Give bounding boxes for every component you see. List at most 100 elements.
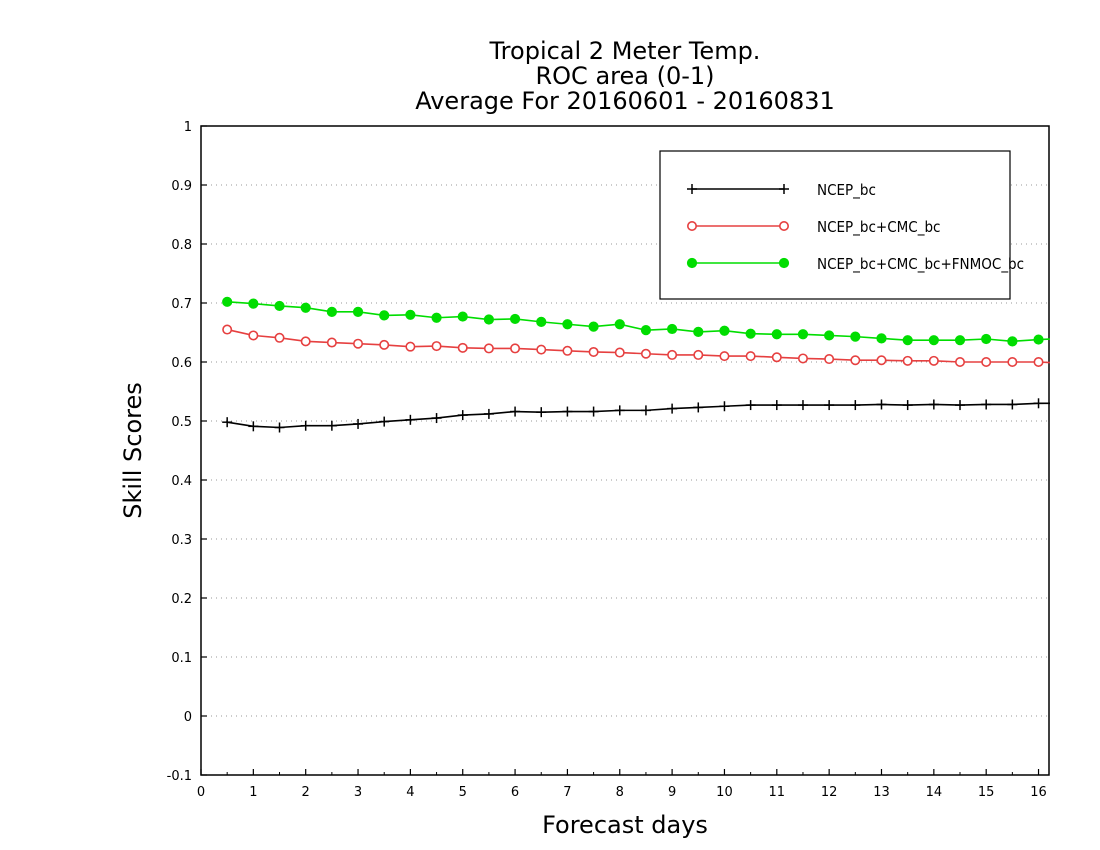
- data-point: [431, 413, 442, 424]
- data-point: [850, 355, 861, 366]
- data-point: [745, 351, 756, 362]
- data-point: [1033, 334, 1044, 345]
- chart-title-line: ROC area (0-1): [535, 62, 714, 90]
- x-tick-label: 3: [354, 785, 362, 800]
- legend-item: NCEP_bc+CMC_bc+FNMOC_bc: [686, 255, 1024, 274]
- data-point: [955, 400, 966, 411]
- y-tick-label: 1: [184, 120, 192, 135]
- data-point: [379, 310, 390, 321]
- x-tick-label: 2: [302, 785, 310, 800]
- series-3: [222, 296, 1069, 347]
- data-point: [876, 333, 887, 344]
- data-point: [274, 300, 285, 312]
- data-point: [562, 345, 573, 356]
- data-point: [379, 339, 390, 350]
- data-point: [614, 347, 625, 358]
- data-point: [326, 337, 337, 348]
- data-point: [405, 309, 416, 320]
- legend-label: NCEP_bc: [817, 181, 876, 200]
- x-tick-label: 6: [511, 785, 519, 800]
- x-tick-label: 16: [1030, 785, 1047, 800]
- data-point: [771, 400, 782, 411]
- data-point: [562, 319, 573, 330]
- data-point: [457, 410, 468, 421]
- y-tick-label: 0.3: [171, 533, 192, 548]
- data-point: [928, 399, 939, 410]
- data-point: [824, 330, 835, 341]
- x-axis-label: Forecast days: [542, 811, 708, 839]
- data-point: [850, 400, 861, 411]
- data-point: [405, 341, 416, 352]
- legend-label: NCEP_bc+CMC_bc+FNMOC_bc: [817, 255, 1024, 274]
- legend-marker: [686, 221, 697, 232]
- data-point: [483, 314, 495, 325]
- legend-label: NCEP_bc+CMC_bc: [817, 218, 940, 237]
- y-axis: -0.1 0 0.1 0.2 0.3 0.4 0.5 0.6 0.7 0.8 0.9 1: [167, 120, 207, 784]
- data-point: [379, 416, 390, 427]
- y-tick-label: 0.2: [171, 592, 192, 607]
- y-tick-label: -0.1: [167, 769, 192, 784]
- chart-title: Tropical 2 Meter Temp.ROC area (0-1)Aver…: [415, 37, 835, 115]
- data-point: [667, 349, 678, 360]
- data-point: [353, 418, 364, 429]
- legend-marker: [686, 257, 698, 269]
- x-tick-label: 12: [821, 785, 838, 800]
- data-point: [353, 338, 364, 349]
- data-point: [955, 356, 966, 367]
- data-point: [981, 356, 992, 367]
- data-point: [588, 346, 599, 357]
- data-point: [902, 400, 913, 411]
- data-point: [588, 321, 599, 332]
- y-tick-label: 0.7: [171, 297, 192, 312]
- data-point: [1060, 334, 1069, 343]
- data-point: [405, 414, 416, 425]
- data-point: [431, 341, 442, 352]
- data-point: [1007, 336, 1018, 347]
- legend-marker: [687, 184, 697, 194]
- data-point: [536, 344, 547, 355]
- data-point: [1033, 356, 1044, 367]
- legend-box: [659, 150, 1011, 300]
- data-point: [588, 406, 599, 417]
- data-point: [876, 399, 887, 410]
- data-point: [667, 323, 678, 335]
- data-point: [693, 349, 704, 360]
- legend-marker: [779, 184, 789, 194]
- data-point: [614, 319, 625, 330]
- data-point: [274, 332, 285, 343]
- x-tick-label: 0: [197, 785, 205, 800]
- series-group: [222, 296, 1069, 433]
- data-point: [850, 331, 861, 342]
- y-tick-label: 0.1: [171, 651, 192, 666]
- x-tick-label: 9: [668, 785, 676, 800]
- data-point: [902, 355, 913, 366]
- x-tick-label: 15: [978, 785, 995, 800]
- data-point: [326, 420, 337, 431]
- data-point: [667, 403, 678, 414]
- x-tick-label: 8: [616, 785, 624, 800]
- data-point: [797, 329, 809, 340]
- data-point: [222, 296, 233, 307]
- y-axis-label: Skill Scores: [119, 382, 147, 519]
- data-point: [326, 306, 337, 317]
- series-2: [222, 324, 1069, 367]
- x-tick-label: 5: [459, 785, 467, 800]
- chart-title-line: Tropical 2 Meter Temp.: [489, 37, 761, 65]
- plot-frame: [200, 125, 1050, 776]
- data-point: [431, 312, 442, 323]
- series-line: [227, 301, 1050, 343]
- y-tick-label: 0.6: [171, 356, 192, 371]
- data-point: [745, 400, 756, 411]
- data-point: [797, 353, 808, 364]
- x-tick-label: 4: [406, 785, 414, 800]
- data-point: [509, 313, 521, 325]
- data-point: [719, 325, 730, 336]
- data-point: [981, 399, 992, 410]
- data-point: [719, 401, 730, 412]
- data-point: [510, 343, 521, 354]
- data-point: [1061, 359, 1069, 367]
- x-tick-label: 13: [873, 785, 890, 800]
- x-tick-label: 7: [563, 785, 571, 800]
- data-point: [1007, 356, 1018, 367]
- data-point: [248, 330, 259, 341]
